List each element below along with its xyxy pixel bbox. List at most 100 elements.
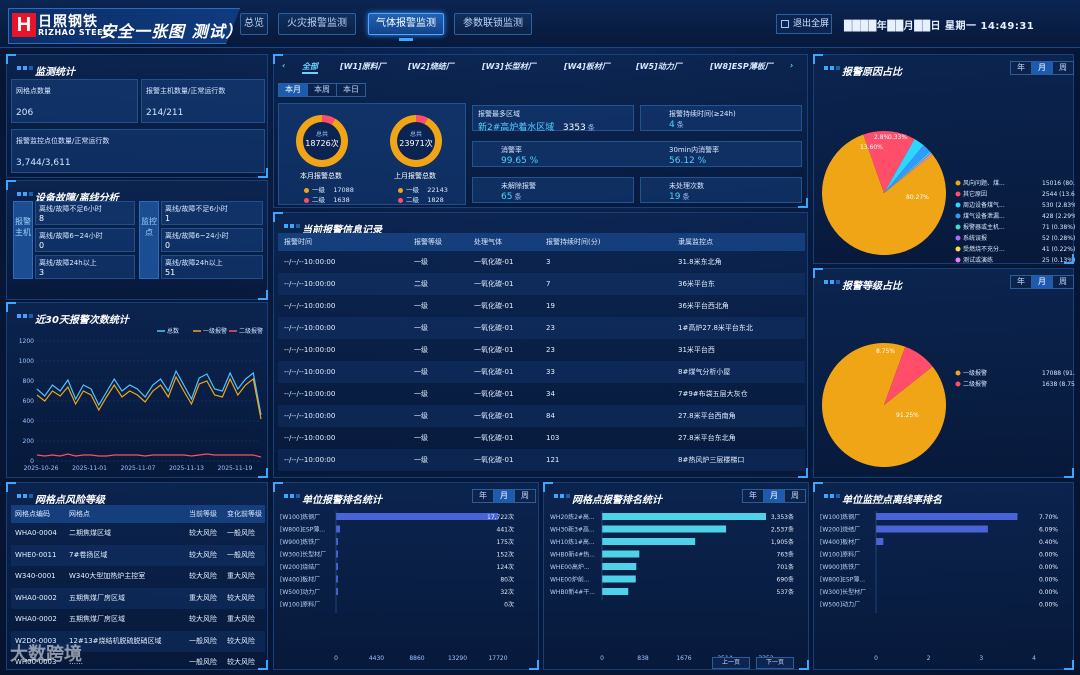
risk-cell: W2D0-0003 (15, 636, 57, 645)
plant-tab[interactable]: [W3]长型材厂 (482, 62, 536, 71)
exit-fullscreen-button[interactable]: 退出全屏 (776, 14, 832, 34)
bar-value: 701条 (777, 563, 794, 571)
risk-cell: W340大型加热炉主控室 (69, 572, 146, 580)
risk-cell: 重大风险 (189, 593, 217, 602)
exit-label: 退出全屏 (793, 19, 830, 29)
period-week[interactable]: 周 (791, 491, 799, 500)
legend-value: 52 (0.28%) (1042, 235, 1075, 242)
period-year[interactable]: 年 (1011, 276, 1032, 288)
x-tick-label: 0 (334, 655, 338, 662)
record-cell: --/--/--10:00:00 (284, 434, 336, 442)
card-value: 3,744/3,611 (16, 158, 71, 168)
level-title: 报警等级占比 (824, 277, 902, 292)
plant-tab[interactable]: [W4]板材厂 (564, 62, 610, 71)
period-month[interactable]: 月 (494, 490, 515, 502)
record-cell: 一氧化碳-01 (474, 390, 514, 398)
period-year[interactable]: 年 (743, 490, 764, 502)
tab-interlock[interactable]: 参数联锁监测 (454, 13, 532, 35)
legend-value: 71 (0.38%) (1042, 224, 1075, 231)
record-cell: 一级 (414, 302, 428, 310)
tab-fire[interactable]: 火灾报警监测 (278, 13, 356, 35)
risk-cell: 较大风险 (189, 615, 217, 623)
record-cell: --/--/--10:00:00 (284, 280, 336, 288)
bar-value: 17,722次 (487, 513, 514, 521)
period-week[interactable]: 本周 (308, 84, 337, 96)
period-month[interactable]: 月 (1032, 62, 1053, 74)
legend-dot (955, 224, 961, 230)
reason-pie: 风向问题、煤... 15016 (80.27%) 其它原因 2544 (13.60%)… (822, 131, 1075, 264)
bar-category: [W100]原料厂 (820, 551, 860, 559)
record-cell: 一氧化碳-01 (474, 412, 514, 420)
records-title: 当前报警信息记录 (284, 221, 382, 236)
offline-rank-chart: [W100]炼钢厂 7.70% [W200]烧结厂 6.09% [W400]板材厂 0.4… (820, 511, 1058, 662)
y-tick-label: 800 (23, 378, 35, 385)
risk-cell: 一般风险 (189, 636, 217, 645)
period-year[interactable]: 年 (473, 490, 494, 502)
prev-page-button[interactable]: 上一页 (712, 657, 750, 669)
plant-prev-icon[interactable]: ‹ (282, 61, 286, 70)
bar-value: 0.40% (1039, 539, 1058, 546)
period-week[interactable]: 周 (1059, 277, 1067, 286)
level-pie: 一级报警 17088 (91.25%) 二级报警 1638 (8.75%) 8.75% 9… (822, 343, 1075, 467)
plant-tab[interactable]: [W5]动力厂 (636, 62, 682, 71)
plant-tab[interactable]: [W8]ESP薄板厂 (710, 62, 773, 71)
legend-dot (955, 213, 961, 219)
bar-category: [W100]炼钢厂 (820, 513, 860, 521)
fault-host-cell: 离线/故障不足6小时 8 (35, 201, 135, 225)
unit-rank-title: 单位报警排名统计 (284, 491, 382, 506)
x-tick-label: 4 (1032, 655, 1036, 662)
period-day[interactable]: 本日 (343, 85, 359, 94)
plant-tab[interactable]: [W2]烧结厂 (408, 62, 454, 71)
record-cell: --/--/--10:00:00 (284, 456, 336, 464)
bar (876, 513, 1018, 520)
record-cell: 103 (546, 434, 560, 442)
plant-tab[interactable]: [W1]原料厂 (340, 62, 386, 71)
period-week[interactable]: 周 (1059, 63, 1067, 72)
legend-value: 25 (0.13%) (1042, 257, 1075, 264)
risk-cell: 二期焦煤区域 (69, 529, 111, 537)
record-cell: --/--/--10:00:00 (284, 324, 336, 332)
records-header: 报警时间 报警等级 处理气体 报警持续时间(分) 隶属监控点 (278, 233, 805, 251)
legend-label: 二级报警 (239, 327, 263, 335)
col-name: 网格点 (69, 510, 90, 518)
pie-slice (884, 154, 933, 193)
record-cell: 34 (546, 390, 555, 398)
bar-category: [W200]烧结厂 (820, 526, 860, 534)
tab-gas[interactable]: 气体报警监测 (368, 13, 444, 35)
risk-cell: 一般风险 (227, 529, 255, 537)
bar (602, 550, 640, 558)
risk-cell: WHA0-0002 (15, 615, 57, 623)
x-tick-label: 838 (637, 655, 649, 662)
kpi-duration: 报警持续时间(≥24h) 4 条 (640, 105, 802, 131)
series-line-1 (36, 375, 262, 420)
bar-category: [W100]原料厂 (280, 601, 320, 609)
slice-label: 2.8% (874, 134, 890, 141)
bar-value: 152次 (497, 551, 514, 559)
col-code: 网格点编码 (15, 510, 50, 518)
series-line-2 (36, 453, 262, 458)
legend-label: 其它原因 (963, 190, 987, 198)
bar-category: [W500]动力厂 (280, 588, 320, 596)
record-cell: 一氧化碳-01 (474, 302, 514, 310)
bar-category: WHE00炉前... (550, 576, 590, 584)
period-week[interactable]: 周 (521, 491, 529, 500)
period-month[interactable]: 本月 (279, 84, 308, 96)
record-cell: 1#高炉27.8米平台东北 (678, 324, 753, 332)
period-month[interactable]: 月 (1032, 276, 1053, 288)
tab-overview[interactable]: 总览 (240, 13, 268, 35)
card-value: 206 (16, 108, 34, 118)
fault-cell-value: 51 (165, 268, 176, 277)
bar-value: 0.00% (1039, 589, 1058, 596)
y-tick-label: 400 (23, 418, 35, 425)
legend-dot (955, 235, 961, 241)
record-cell: --/--/--10:00:00 (284, 390, 336, 398)
plant-next-icon[interactable]: › (790, 61, 794, 70)
bar-category: [W200]烧结厂 (280, 563, 320, 571)
plant-tab[interactable]: 全部 (302, 61, 318, 74)
legend-dot (955, 381, 961, 387)
period-year[interactable]: 年 (1011, 62, 1032, 74)
next-page-button[interactable]: 下一页 (756, 657, 794, 669)
period-month[interactable]: 月 (764, 490, 785, 502)
fault-cell-label: 离线/故障不足6小时 (165, 205, 228, 213)
x-tick-label: 2025-10-26 (24, 465, 59, 472)
